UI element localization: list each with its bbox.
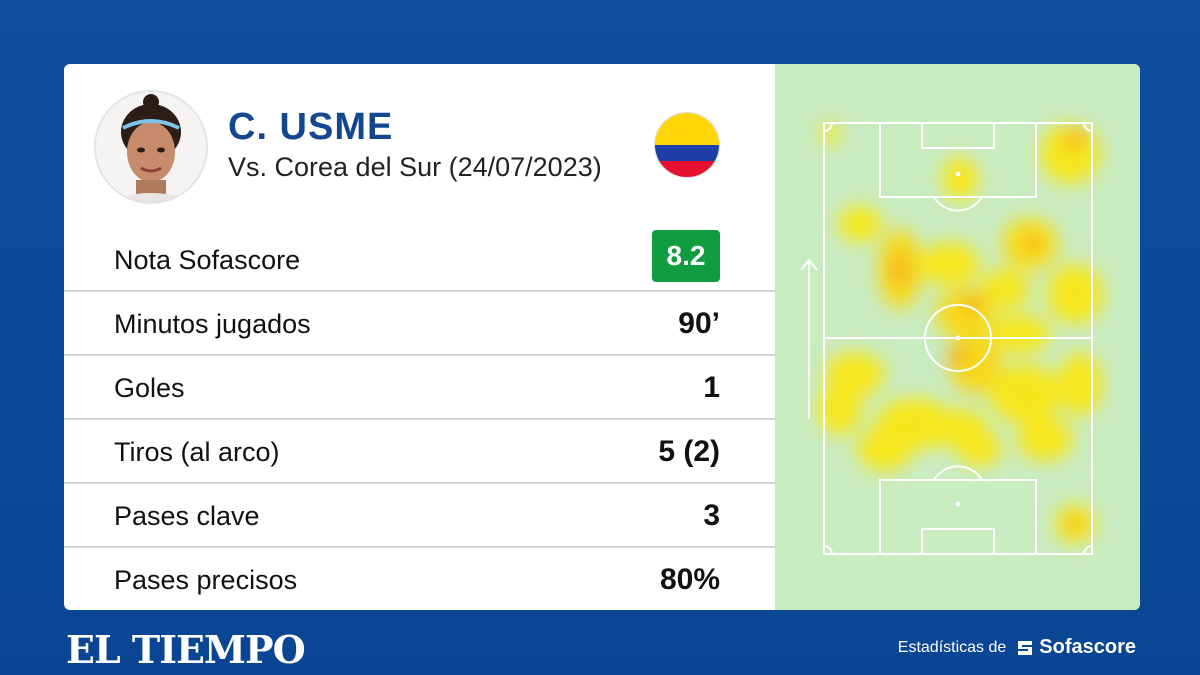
stat-value: 5 (2) [658, 435, 720, 468]
player-card: C. USME Vs. Corea del Sur (24/07/2023) N… [64, 64, 1140, 610]
sofascore-logo: Sofascore [1016, 636, 1136, 659]
stat-value: 80% [659, 563, 720, 596]
stat-value: 3 [703, 499, 720, 532]
stat-label: Goles [114, 373, 185, 403]
stats-list: Nota Sofascore 8.2 Minutos jugados 90’ G… [64, 228, 775, 610]
stat-row-key-passes: Pases clave 3 [64, 484, 775, 548]
heatmap-layer [818, 124, 1103, 544]
stat-value: 1 [703, 371, 720, 404]
colombia-flag-icon [654, 112, 720, 178]
stat-label: Tiros (al arco) [114, 437, 280, 467]
stat-row-rating: Nota Sofascore 8.2 [64, 228, 775, 292]
stat-row-goals: Goles 1 [64, 356, 775, 420]
stat-row-minutes: Minutos jugados 90’ [64, 292, 775, 356]
arrow-up-icon [800, 258, 818, 419]
stat-label: Minutos jugados [114, 309, 311, 339]
heatmap-pitch [800, 122, 1103, 555]
player-avatar [94, 90, 208, 204]
stat-row-accurate-passes: Pases precisos 80% [64, 548, 775, 610]
stat-label: Nota Sofascore [114, 245, 301, 275]
match-info: Vs. Corea del Sur (24/07/2023) [228, 152, 602, 182]
stat-label: Pases clave [114, 501, 260, 531]
stat-row-shots: Tiros (al arco) 5 (2) [64, 420, 775, 484]
rating-badge: 8.2 [652, 230, 720, 282]
stat-label: Pases precisos [114, 565, 298, 595]
player-name: C. USME [228, 106, 394, 148]
credit-prefix: Estadísticas de [897, 638, 1007, 656]
stats-credit: Estadísticas de Sofascore [898, 636, 1136, 659]
sofascore-mark-icon [1016, 639, 1034, 657]
stat-value: 90’ [678, 307, 720, 340]
sofascore-wordmark: Sofascore [1039, 636, 1136, 658]
el-tiempo-logo: EL TIEMPO [66, 627, 306, 672]
stats-panel: C. USME Vs. Corea del Sur (24/07/2023) N… [64, 64, 775, 610]
heatmap-panel [775, 64, 1140, 610]
